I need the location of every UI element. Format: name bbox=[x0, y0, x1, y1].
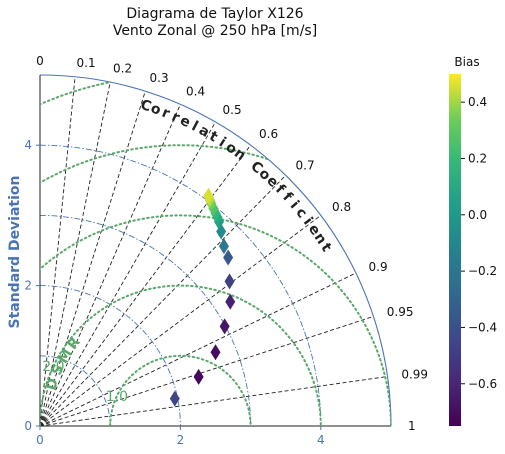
correlation-tick-label: 0.2 bbox=[113, 61, 132, 75]
std-arc bbox=[39, 144, 322, 427]
x-tick-label: 0 bbox=[36, 433, 44, 447]
correlation-ray bbox=[39, 175, 287, 427]
correlation-tick-label: 0.5 bbox=[223, 103, 242, 117]
rms-circle bbox=[40, 214, 391, 426]
outer-arc bbox=[39, 74, 392, 427]
correlation-tick-label: 0.95 bbox=[387, 305, 414, 319]
colorbar: Bias 0.4 0.2 0.0 −0.2 −0.4 −0.6 bbox=[449, 55, 497, 426]
correlation-ray bbox=[39, 315, 374, 427]
correlation-tick-label: 0.3 bbox=[150, 71, 169, 85]
data-point bbox=[218, 238, 229, 255]
rms-circles bbox=[40, 75, 391, 426]
colorbar-tick-label: 0.2 bbox=[468, 151, 487, 165]
correlation-tick-label: 0.8 bbox=[332, 200, 351, 214]
correlation-ray bbox=[39, 76, 76, 427]
data-point bbox=[203, 187, 214, 204]
correlation-ray bbox=[39, 376, 388, 427]
rms-circle bbox=[40, 144, 391, 426]
std-arc bbox=[39, 355, 111, 427]
correlation-tick-label: 0.4 bbox=[186, 84, 205, 98]
chart-title: Diagrama de Taylor X126 bbox=[126, 6, 303, 22]
label-glyph: C bbox=[138, 97, 154, 116]
rms-circle bbox=[109, 354, 252, 426]
colorbar-tick-label: 0.4 bbox=[468, 95, 487, 109]
y-tick-label: 0 bbox=[24, 419, 32, 433]
rms-level-label: 2.0 bbox=[42, 359, 64, 375]
data-point bbox=[223, 249, 234, 266]
data-point bbox=[219, 318, 230, 335]
rms-circle bbox=[40, 75, 391, 426]
correlation-ray bbox=[39, 215, 322, 427]
data-point bbox=[225, 293, 236, 310]
correlation-ray bbox=[39, 272, 357, 427]
colorbar-ticks: 0.4 0.2 0.0 −0.2 −0.4 −0.6 bbox=[461, 95, 497, 391]
correlation-tick-label: 0.99 bbox=[401, 368, 428, 382]
correlation-ray bbox=[39, 144, 251, 427]
correlation-tick-label: 0 bbox=[36, 54, 44, 68]
colorbar-tick-label: −0.6 bbox=[468, 377, 497, 391]
colorbar-label: Bias bbox=[454, 55, 479, 69]
label-glyph: o bbox=[149, 100, 164, 119]
data-point bbox=[210, 344, 221, 361]
chart-subtitle: Vento Zonal @ 250 hPa [m/s] bbox=[113, 23, 317, 39]
y-tick-label: 4 bbox=[24, 138, 32, 152]
y-axis-label: Standard Deviation bbox=[7, 175, 23, 328]
correlation-tick-label: 0.9 bbox=[369, 260, 388, 274]
correlation-tick-label: 0.6 bbox=[259, 127, 278, 141]
correlation-tick-label: 0.1 bbox=[77, 56, 96, 70]
x-tick-label: 4 bbox=[317, 433, 325, 447]
correlation-ray bbox=[39, 104, 181, 427]
correlation-tick-label: 0.7 bbox=[296, 158, 315, 172]
rms-level-label: 3.0 bbox=[0, 329, 1, 345]
colorbar-tick-label: −0.4 bbox=[468, 320, 497, 334]
colorbar-tick-label: −0.2 bbox=[468, 264, 497, 278]
correlation-ray bbox=[39, 91, 146, 427]
grid-layer bbox=[36, 74, 392, 430]
colorbar-tick-label: 0.0 bbox=[468, 208, 487, 222]
correlation-tick-label: 1 bbox=[408, 419, 416, 433]
rms-level-label: 1.0 bbox=[106, 389, 128, 405]
x-tick-label: 2 bbox=[177, 433, 185, 447]
colorbar-gradient bbox=[449, 74, 461, 426]
correlation-ray bbox=[39, 121, 216, 427]
data-point bbox=[169, 390, 180, 407]
label-glyph: D bbox=[43, 376, 62, 392]
y-tick-label: 2 bbox=[24, 279, 32, 293]
std-arc bbox=[39, 214, 252, 427]
data-point bbox=[193, 368, 204, 385]
data-point bbox=[224, 273, 235, 290]
points-layer bbox=[169, 187, 236, 407]
